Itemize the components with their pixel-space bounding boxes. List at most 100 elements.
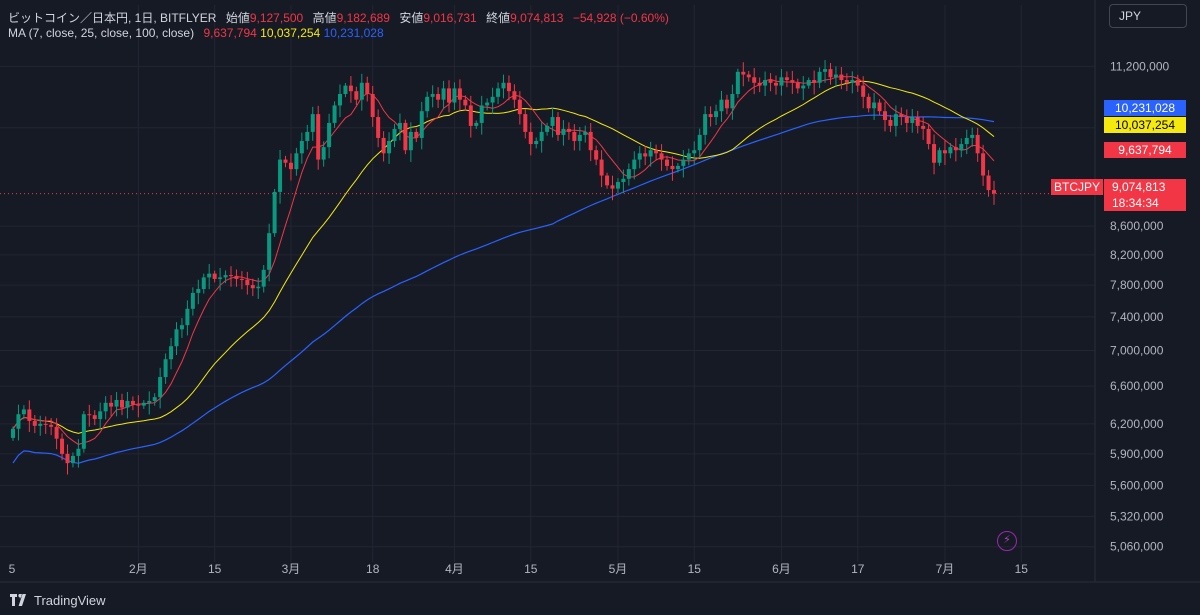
candle-body	[850, 80, 855, 83]
candle-body	[267, 233, 272, 270]
candle-body	[681, 159, 686, 166]
price-tick-label: 11,200,000	[1110, 59, 1169, 73]
candle-body	[381, 137, 386, 154]
candle-body	[866, 96, 871, 109]
candle-body	[953, 147, 958, 151]
chart-grid	[0, 5, 1095, 562]
lightning-icon[interactable]: ⚡	[997, 531, 1017, 551]
candle-body	[768, 80, 773, 83]
candle-body	[735, 71, 740, 95]
candle-body	[387, 140, 392, 154]
candle-body	[877, 102, 882, 112]
candle-body	[218, 277, 223, 279]
candle-body	[299, 140, 304, 154]
brand-name[interactable]: TradingView	[34, 592, 106, 608]
candle-body	[665, 159, 669, 166]
candle-body	[365, 82, 370, 95]
ma-label: MA (7, close, 25, close, 100, close)	[8, 26, 195, 40]
candle-body	[81, 414, 86, 449]
candle-body	[239, 278, 244, 280]
candle-body	[468, 105, 473, 126]
candle-body	[403, 122, 408, 151]
candle-body	[408, 131, 413, 151]
ma25-price-tag: 10,037,254	[1104, 117, 1186, 133]
candle-body	[948, 147, 953, 154]
candle-body	[447, 88, 451, 103]
candle-body	[626, 169, 631, 179]
ma7-value: 9,637,794	[203, 26, 257, 40]
time-tick-label: 17	[851, 562, 865, 576]
candle-body	[229, 275, 233, 277]
ma-legend[interactable]: MA (7, close, 25, close, 100, close) 9,6…	[8, 26, 384, 40]
price-tick-label: 8,200,000	[1110, 248, 1164, 262]
candle-body	[893, 114, 898, 126]
candle-body	[844, 80, 849, 83]
candle-body	[812, 80, 817, 83]
candle-body	[599, 159, 604, 176]
candle-body	[38, 423, 43, 426]
candle-body	[556, 117, 560, 135]
candle-body	[414, 131, 419, 138]
candle-body	[212, 273, 217, 279]
price-tick-label: 6,200,000	[1110, 417, 1164, 431]
candle-body	[774, 82, 778, 86]
candle-body	[169, 346, 174, 360]
candle-body	[915, 117, 920, 126]
candle-body	[49, 424, 54, 427]
candle-body	[201, 277, 206, 289]
candle-body	[490, 96, 495, 103]
candle-body	[272, 191, 277, 234]
candle-body	[354, 91, 359, 100]
candle-body	[114, 399, 119, 407]
candle-body	[343, 85, 348, 95]
candle-body	[283, 159, 288, 163]
candle-body	[566, 128, 571, 132]
price-axis: 11,200,00010,120,0008,600,0008,200,0007,…	[0, 0, 1200, 583]
candle-body	[942, 150, 947, 154]
candle-body	[779, 77, 784, 86]
candle-body	[256, 286, 261, 289]
candle-body	[697, 134, 702, 151]
candle-body	[332, 105, 337, 123]
candle-body	[425, 96, 430, 112]
candle-body	[534, 140, 539, 145]
candle-body	[817, 71, 822, 83]
candle-body	[27, 409, 32, 421]
candle-body	[163, 359, 168, 378]
candle-body	[43, 423, 48, 425]
candle-body	[185, 308, 190, 326]
time-tick-label: 15	[1015, 562, 1029, 576]
time-tick-label: 6月	[772, 562, 791, 576]
candle-body	[861, 85, 866, 97]
candle-body	[316, 114, 321, 160]
ma25-value: 10,037,254	[260, 26, 321, 40]
close-value: 9,074,813	[510, 11, 564, 25]
candle-body	[959, 144, 964, 151]
candle-body	[16, 414, 21, 429]
candle-body	[801, 85, 806, 89]
time-tick-label: 5	[9, 562, 16, 576]
currency-button[interactable]: JPY	[1109, 4, 1187, 28]
candle-body	[741, 71, 746, 75]
candle-body	[752, 77, 757, 83]
tradingview-logo-icon[interactable]	[10, 594, 28, 606]
moving-average-lines	[0, 75, 1095, 464]
ma100-line	[12, 114, 995, 464]
candle-body	[790, 80, 795, 83]
price-tick-label: 5,600,000	[1110, 478, 1164, 492]
candle-body	[872, 102, 877, 109]
candle-body	[419, 111, 424, 138]
change-value: −54,928 (−0.60%)	[572, 11, 669, 25]
symbol-title[interactable]: ビットコイン／日本円, 1日, BITFLYER	[8, 11, 217, 25]
time-tick-label: 15	[688, 562, 702, 576]
candle-body	[179, 325, 184, 330]
candle-body	[76, 448, 81, 456]
ma25-line	[12, 80, 995, 434]
candle-body	[970, 134, 975, 138]
candle-body	[708, 114, 713, 118]
candle-body	[474, 122, 479, 126]
time-tick-label: 18	[366, 562, 380, 576]
candle-body	[539, 131, 544, 141]
time-tick-label: 15	[208, 562, 222, 576]
